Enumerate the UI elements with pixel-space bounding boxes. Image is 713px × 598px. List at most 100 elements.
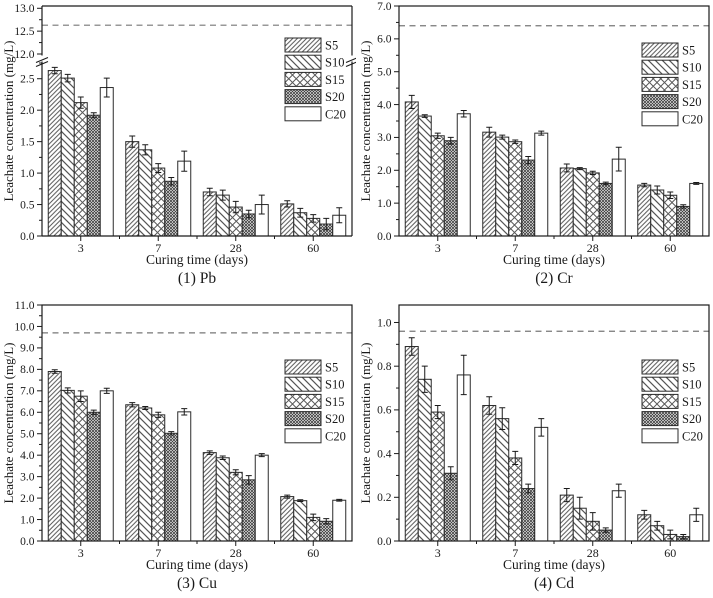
y-tick-label: 0.4 (377, 448, 392, 460)
bar-S10-day7 (495, 418, 510, 542)
error-bar (155, 411, 162, 418)
bar-S20-day7 (521, 488, 536, 542)
bar-S15-day7 (508, 457, 523, 542)
bar-S5-day28 (202, 191, 217, 237)
legend-swatch-C20 (284, 106, 322, 122)
bar-S5-day28 (202, 452, 217, 542)
legend-label-S15: S15 (682, 78, 701, 92)
error-bar (155, 163, 162, 173)
bar-S15-day7 (508, 141, 523, 237)
y-tick-label: 13.0 (14, 3, 34, 15)
y-tick-label: 5.0 (20, 429, 35, 441)
error-bar (181, 150, 188, 172)
bar-S10-day3 (417, 378, 432, 542)
error-bar (284, 200, 291, 208)
bar-S20-day28 (598, 182, 613, 237)
bar-S20-day7 (164, 432, 179, 542)
legend-swatch-C20 (284, 428, 322, 444)
error-bar (168, 431, 175, 436)
legend-swatch-S20 (284, 411, 322, 427)
error-bar (589, 170, 596, 176)
bar-S10-day28 (215, 194, 230, 237)
legend-swatch-S20 (284, 89, 322, 105)
error-bar (589, 512, 596, 531)
y-tick-label: 0.0 (377, 536, 392, 548)
bar-S5-day28 (559, 167, 574, 237)
axis-break-icon (345, 57, 356, 68)
legend-label-C20: C20 (325, 429, 346, 443)
legend-label-S20: S20 (325, 412, 344, 426)
error-bar (680, 204, 687, 209)
legend-label-S15: S15 (325, 73, 344, 87)
legend-swatch-C20 (641, 111, 679, 127)
y-tick-label: 0.6 (377, 405, 392, 417)
y-tick-label: 8.0 (20, 364, 35, 376)
legend-swatch-S10 (641, 59, 679, 75)
error-bar (499, 134, 506, 140)
error-bar (310, 214, 317, 223)
bar-S15-day60 (663, 194, 678, 237)
x-tick-label: 7 (155, 241, 161, 255)
bar-S5-day60 (280, 496, 295, 542)
bar-C20-day3 (456, 113, 471, 237)
bar-S10-day60 (293, 500, 308, 542)
x-axis-label: Curing time (days) (503, 557, 605, 572)
error-bar (641, 182, 648, 188)
bar-S15-day28 (585, 172, 600, 237)
error-bar (563, 488, 570, 503)
x-tick-label: 3 (78, 546, 84, 560)
error-bar (654, 520, 661, 531)
error-bar (434, 132, 441, 139)
error-bar (129, 402, 136, 408)
bar-C20-day7 (534, 426, 549, 542)
error-bar (284, 494, 291, 499)
bar-S10-day3 (60, 389, 75, 542)
bar-S15-day7 (151, 414, 166, 542)
error-bar (641, 509, 648, 520)
x-tick-label: 7 (155, 546, 161, 560)
plot-area-cu: 0.0 1.0 2.0 3.0 4.0 5.0 6.0 7.0 8.0 9.0 10.0 11.0 3 7… (14, 300, 353, 560)
y-tick-label: 0.5 (20, 199, 35, 211)
error-bar (576, 167, 583, 171)
y-tick-label: 7.0 (377, 1, 392, 13)
bar-S10-day28 (215, 457, 230, 542)
error-bar (447, 466, 454, 481)
error-bar (142, 144, 149, 156)
bar-S20-day3 (86, 114, 101, 237)
bar-S15-day3 (430, 411, 445, 542)
legend-label-S5: S5 (682, 361, 695, 375)
error-bar (486, 396, 493, 415)
legend-swatch-S10 (284, 54, 322, 70)
y-tick-label: 10.0 (14, 321, 34, 333)
bar-S5-day7 (125, 141, 140, 237)
y-tick-label: 2.5 (20, 74, 35, 86)
legend-swatch-S5 (641, 42, 679, 58)
bar-S20-day7 (521, 159, 536, 237)
error-bar (512, 450, 519, 466)
bar-S10-day7 (495, 136, 510, 237)
bar-S20-day60 (676, 205, 691, 237)
chart-caption-cr: (2) Cr (535, 270, 573, 287)
chart-pb: 0.0 0.5 1.0 1.5 2.0 2.5 12.0 12.5 13.0 3 7 28 60 S5 S1… (1, 3, 356, 287)
bar-C20-day28 (254, 454, 269, 542)
y-tick-label: 2.0 (20, 105, 35, 117)
error-bar (408, 94, 415, 110)
error-bar (51, 66, 58, 75)
error-bar (563, 163, 570, 173)
legend-label-S15: S15 (325, 395, 344, 409)
legend-swatch-S15 (641, 393, 679, 409)
bar-C20-day3 (99, 87, 114, 237)
x-tick-label: 60 (307, 241, 319, 255)
error-bar (168, 176, 175, 186)
x-axis-label: Curing time (days) (146, 557, 248, 572)
bar-S15-day7 (151, 167, 166, 237)
bar-C20-day60 (332, 499, 347, 542)
legend-label-S5: S5 (325, 39, 338, 53)
error-bar (181, 408, 188, 416)
x-tick-label: 7 (512, 546, 518, 560)
x-tick-label: 60 (664, 241, 676, 255)
bar-S15-day3 (73, 102, 88, 237)
error-bar (499, 407, 506, 431)
y-tick-label: 6.0 (20, 407, 35, 419)
legend-swatch-S15 (284, 393, 322, 409)
